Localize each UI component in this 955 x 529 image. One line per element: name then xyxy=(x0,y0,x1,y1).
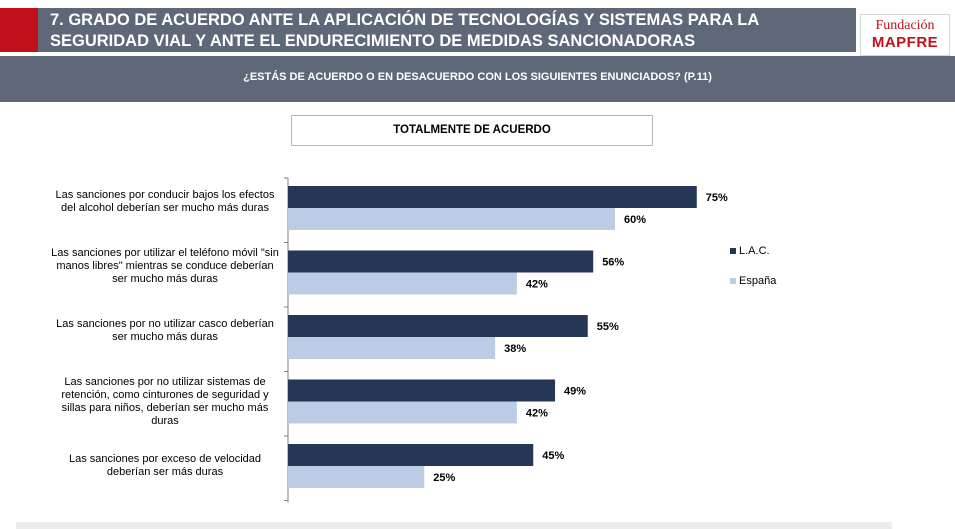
page-title: 7. GRADO DE ACUERDO ANTE LA APLICACIÓN D… xyxy=(50,10,830,52)
data-label: 45% xyxy=(542,450,564,462)
data-label: 75% xyxy=(706,192,728,204)
legend-label: L.A.C. xyxy=(739,245,770,257)
data-label: 42% xyxy=(526,279,548,291)
page-title-line-1: 7. GRADO DE ACUERDO ANTE LA APLICACIÓN D… xyxy=(50,11,760,29)
page-title-line-2: SEGURIDAD VIAL Y ANTE EL ENDURECIMIENTO … xyxy=(50,32,696,50)
title-bar xyxy=(38,8,856,52)
bar-espana xyxy=(288,208,615,230)
category-label: Las sanciones por conducir bajos los efe… xyxy=(55,188,275,214)
question-bar xyxy=(0,56,955,102)
data-label: 60% xyxy=(624,214,646,226)
bar-lac xyxy=(288,186,697,208)
category-label: Las sanciones por no utilizar sistemas d… xyxy=(61,375,269,427)
fundacion-mapfre-logo: Fundación MAPFRE xyxy=(860,14,950,56)
data-label: 55% xyxy=(597,321,619,333)
category-label: Las sanciones por utilizar el teléfono m… xyxy=(51,246,279,285)
bar-lac xyxy=(288,250,594,273)
bar-lac xyxy=(288,379,556,402)
bar-espana xyxy=(288,401,517,424)
bar-espana xyxy=(288,337,496,359)
data-label: 42% xyxy=(526,408,548,420)
bar-lac xyxy=(288,315,588,337)
bar-espana xyxy=(288,272,517,295)
category-label: Las sanciones por no utilizar casco debe… xyxy=(56,317,274,343)
question-text: ¿ESTÁS DE ACUERDO O EN DESACUERDO CON LO… xyxy=(243,71,712,83)
legend-swatch-espana xyxy=(730,278,736,284)
footer-strip xyxy=(16,522,892,529)
data-label: 38% xyxy=(504,343,526,355)
chart-title: TOTALMENTE DE ACUERDO xyxy=(291,115,653,146)
category-label: Las sanciones por exceso de velocidad de… xyxy=(68,453,261,478)
red-accent-block xyxy=(0,8,38,52)
logo-text-bottom: MAPFRE xyxy=(871,34,939,51)
logo-text-top: Fundación xyxy=(875,18,935,33)
data-label: 49% xyxy=(564,386,586,398)
bar-espana xyxy=(288,466,425,488)
legend-label: España xyxy=(739,275,777,287)
legend-swatch-lac xyxy=(730,248,736,254)
data-label: 25% xyxy=(433,472,455,484)
bar-lac xyxy=(288,444,534,466)
header: 7. GRADO DE ACUERDO ANTE LA APLICACIÓN D… xyxy=(0,0,955,56)
data-label: 56% xyxy=(602,257,624,269)
